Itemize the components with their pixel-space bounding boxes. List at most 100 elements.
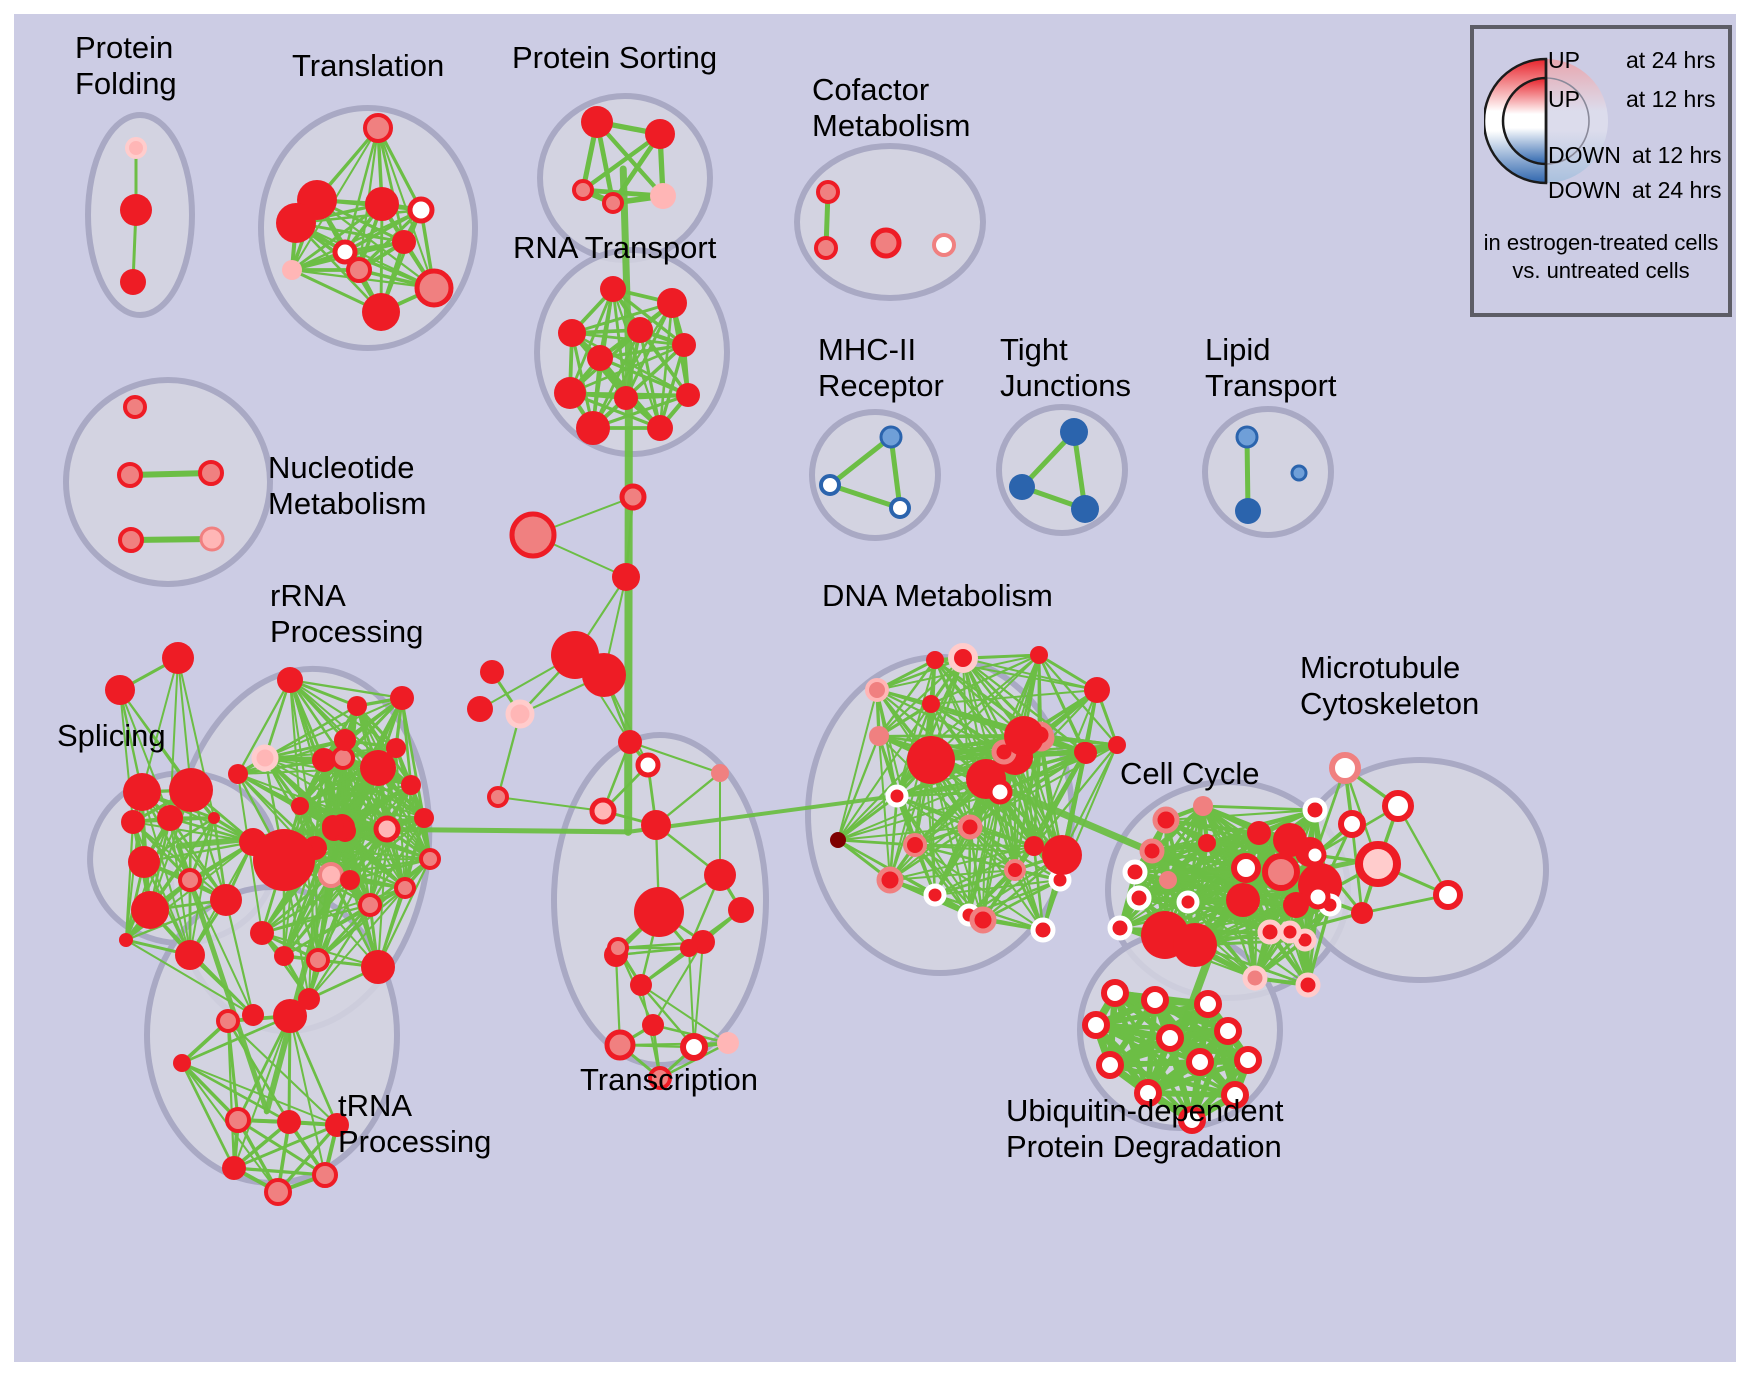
- network-node-rrna-processing[interactable]: [331, 746, 355, 770]
- network-node-cofactor-metabolism[interactable]: [814, 236, 838, 260]
- network-node-cell-cycle[interactable]: [1283, 892, 1309, 918]
- network-node-dna-metabolism[interactable]: [926, 651, 944, 669]
- network-node-transcription[interactable]: [634, 887, 684, 937]
- network-node-dna-metabolism[interactable]: [987, 779, 1013, 805]
- network-node-rrna-processing[interactable]: [373, 815, 401, 843]
- network-node-rrna-processing[interactable]: [390, 686, 414, 710]
- network-node-rna-transport[interactable]: [676, 383, 700, 407]
- network-node-cell-cycle[interactable]: [1107, 915, 1133, 941]
- network-node-dna-metabolism[interactable]: [1042, 835, 1082, 875]
- network-node-trna-processing[interactable]: [325, 1113, 349, 1137]
- network-node-rrna-processing[interactable]: [228, 764, 248, 784]
- network-node-translation[interactable]: [414, 268, 454, 308]
- network-node-trna-processing[interactable]: [222, 1156, 246, 1180]
- network-node-mhc-ii-receptor[interactable]: [879, 425, 903, 449]
- network-node-translation[interactable]: [282, 260, 302, 280]
- network-node-microtubule-cytoskeleton[interactable]: [1338, 810, 1366, 838]
- network-node-rna-transport[interactable]: [558, 319, 586, 347]
- network-node-transcription[interactable]: [642, 1014, 664, 1036]
- network-node-nucleotide-metabolism[interactable]: [117, 462, 143, 488]
- network-node-cell-cycle[interactable]: [1295, 972, 1321, 998]
- network-node-microtubule-cytoskeleton[interactable]: [1303, 843, 1327, 867]
- network-node-protein-sorting[interactable]: [645, 119, 675, 149]
- network-node-rrna-processing[interactable]: [334, 729, 356, 751]
- network-node-rrna-processing[interactable]: [401, 775, 421, 795]
- network-node-transcription[interactable]: [487, 786, 509, 808]
- network-node-cell-cycle[interactable]: [1242, 965, 1268, 991]
- network-node-trna-processing[interactable]: [264, 1178, 292, 1206]
- network-node-dna-metabolism[interactable]: [1108, 736, 1126, 754]
- network-node-microtubule-cytoskeleton[interactable]: [1355, 841, 1401, 887]
- network-node-translation[interactable]: [362, 293, 400, 331]
- network-node-mhc-ii-receptor[interactable]: [889, 497, 911, 519]
- network-node-rrna-processing[interactable]: [298, 988, 320, 1010]
- network-node-rrna-processing[interactable]: [306, 948, 330, 972]
- network-node-transcription[interactable]: [711, 764, 729, 782]
- network-node-dna-metabolism[interactable]: [903, 833, 927, 857]
- network-node-dna-metabolism[interactable]: [1004, 716, 1044, 756]
- network-node-transcription[interactable]: [619, 483, 647, 511]
- network-node-rrna-processing[interactable]: [250, 921, 274, 945]
- network-node-dna-metabolism[interactable]: [1030, 917, 1056, 943]
- network-node-protein-folding[interactable]: [120, 194, 152, 226]
- network-node-tight-junctions[interactable]: [1071, 495, 1099, 523]
- network-node-rna-transport[interactable]: [657, 288, 687, 318]
- network-node-rrna-processing[interactable]: [414, 808, 434, 828]
- network-node-ubiquitin-dependent-protein-degradation[interactable]: [1194, 990, 1222, 1018]
- network-node-transcription[interactable]: [630, 974, 652, 996]
- network-node-tight-junctions[interactable]: [1009, 474, 1035, 500]
- network-node-dna-metabolism[interactable]: [830, 832, 846, 848]
- network-node-ubiquitin-dependent-protein-degradation[interactable]: [1082, 1011, 1110, 1039]
- network-node-cofactor-metabolism[interactable]: [816, 180, 840, 204]
- network-node-translation[interactable]: [407, 196, 435, 224]
- network-node-rrna-processing[interactable]: [322, 815, 344, 837]
- network-node-cell-cycle[interactable]: [1231, 853, 1261, 883]
- network-node-rrna-processing[interactable]: [277, 667, 303, 693]
- network-node-dna-metabolism[interactable]: [865, 678, 889, 702]
- network-node-transcription[interactable]: [641, 810, 671, 840]
- network-node-protein-sorting[interactable]: [650, 183, 676, 209]
- network-node-cell-cycle[interactable]: [1302, 797, 1328, 823]
- network-node-splicing[interactable]: [157, 805, 183, 831]
- network-node-rrna-processing[interactable]: [358, 893, 382, 917]
- network-node-ubiquitin-dependent-protein-degradation[interactable]: [1096, 1051, 1124, 1079]
- network-node-ubiquitin-dependent-protein-degradation[interactable]: [1214, 1017, 1242, 1045]
- network-node-splicing[interactable]: [121, 810, 145, 834]
- network-node-transcription[interactable]: [680, 1033, 708, 1061]
- network-node-rrna-processing[interactable]: [253, 829, 315, 891]
- network-node-translation[interactable]: [346, 257, 372, 283]
- network-node-splicing[interactable]: [208, 812, 220, 824]
- network-node-dna-metabolism[interactable]: [1004, 859, 1026, 881]
- network-node-dna-metabolism[interactable]: [948, 643, 978, 673]
- network-node-ubiquitin-dependent-protein-degradation[interactable]: [1221, 1081, 1249, 1109]
- network-node-transcription[interactable]: [509, 511, 557, 559]
- network-node-protein-sorting[interactable]: [572, 179, 594, 201]
- network-node-cell-cycle[interactable]: [1257, 919, 1283, 945]
- network-node-rrna-processing[interactable]: [274, 946, 294, 966]
- network-node-translation[interactable]: [332, 239, 358, 265]
- network-node-cell-cycle[interactable]: [1139, 838, 1165, 864]
- network-node-trna-processing[interactable]: [277, 1110, 301, 1134]
- network-node-dna-metabolism[interactable]: [869, 726, 889, 746]
- network-node-splicing[interactable]: [178, 868, 202, 892]
- network-node-rrna-processing[interactable]: [394, 877, 416, 899]
- network-node-translation[interactable]: [276, 203, 316, 243]
- network-node-splicing[interactable]: [162, 642, 194, 674]
- network-node-dna-metabolism[interactable]: [914, 739, 936, 761]
- network-node-lipid-transport[interactable]: [1235, 425, 1259, 449]
- network-node-dna-metabolism[interactable]: [1030, 646, 1048, 664]
- network-node-dna-metabolism[interactable]: [969, 906, 997, 934]
- network-node-transcription[interactable]: [728, 897, 754, 923]
- network-node-splicing[interactable]: [119, 933, 133, 947]
- network-node-trna-processing[interactable]: [312, 1162, 338, 1188]
- network-node-splicing[interactable]: [123, 773, 161, 811]
- network-node-mhc-ii-receptor[interactable]: [819, 474, 841, 496]
- network-node-ubiquitin-dependent-protein-degradation[interactable]: [1178, 1106, 1206, 1134]
- network-node-transcription[interactable]: [635, 752, 661, 778]
- network-node-trna-processing[interactable]: [173, 1054, 191, 1072]
- network-node-splicing[interactable]: [210, 884, 242, 916]
- network-node-ubiquitin-dependent-protein-degradation[interactable]: [1141, 986, 1169, 1014]
- network-node-transcription[interactable]: [717, 1032, 739, 1054]
- network-node-rna-transport[interactable]: [647, 415, 673, 441]
- network-node-microtubule-cytoskeleton[interactable]: [1305, 884, 1331, 910]
